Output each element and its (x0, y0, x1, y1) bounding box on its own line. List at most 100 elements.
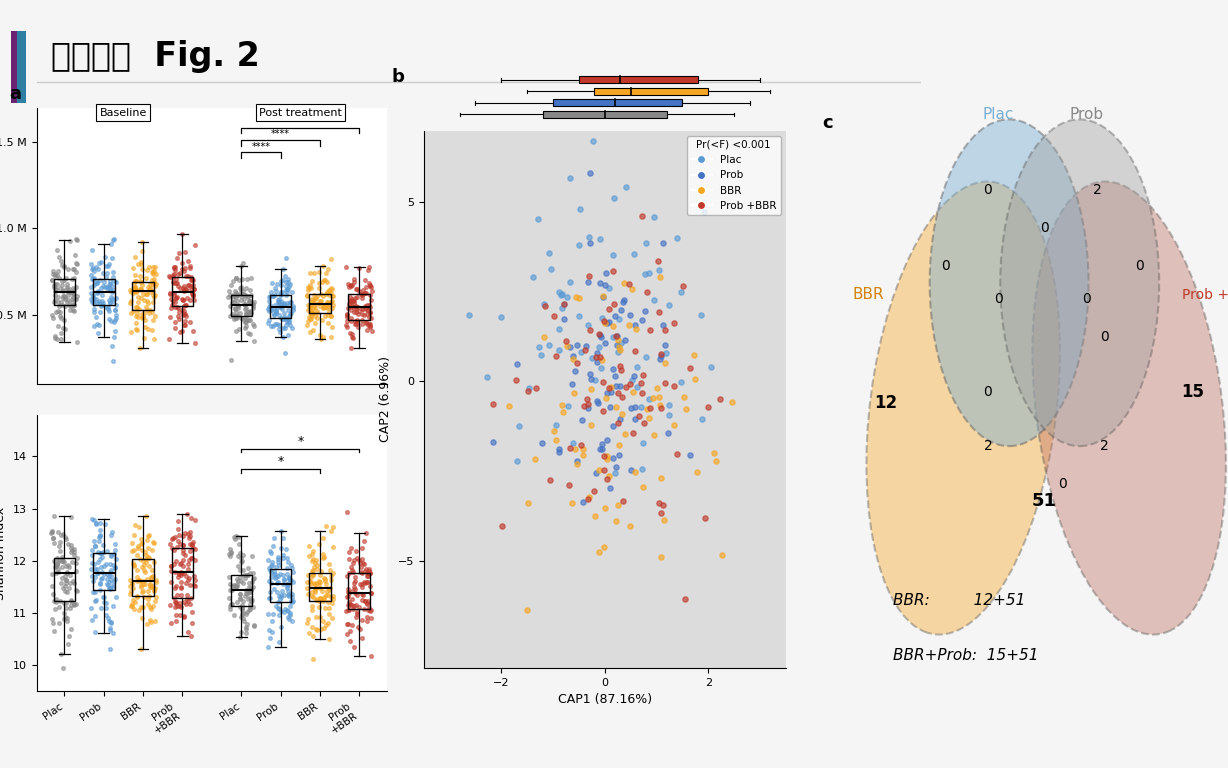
Point (589, 546, 609, 558)
Point (45, 278, 65, 290)
Point (313, 290, 333, 303)
Point (145, 276, 165, 289)
Point (619, 319, 639, 331)
Point (68, 551, 87, 564)
Point (303, 569, 323, 581)
Point (623, 283, 642, 295)
Point (303, 568, 323, 580)
Point (181, 260, 200, 272)
Point (274, 588, 293, 601)
Point (142, 306, 162, 318)
Point (230, 538, 249, 551)
Point (174, 304, 194, 316)
Point (165, 591, 184, 604)
Point (273, 551, 292, 564)
Point (356, 302, 376, 314)
Point (260, 586, 280, 598)
Point (126, 284, 146, 296)
Point (169, 600, 189, 612)
Point (84, 291, 103, 303)
Point (576, 344, 596, 356)
Point (81, 293, 101, 305)
Point (338, 303, 357, 315)
Point (307, 563, 327, 575)
Point (300, 311, 319, 323)
Point (360, 568, 379, 580)
Point (317, 303, 336, 315)
Point (93, 591, 113, 603)
Point (131, 601, 151, 614)
Point (53, 259, 72, 271)
Point (302, 548, 322, 560)
Point (582, 353, 602, 365)
Point (269, 551, 289, 563)
Point (269, 596, 289, 608)
Point (101, 617, 120, 629)
Point (298, 540, 318, 552)
Point (48, 551, 68, 564)
Point (282, 615, 302, 627)
Point (128, 548, 147, 561)
Point (171, 282, 190, 294)
Point (135, 320, 155, 333)
Point (274, 300, 293, 312)
Point (104, 304, 124, 316)
Point (345, 315, 365, 327)
Point (223, 313, 243, 325)
Point (318, 296, 338, 308)
Point (144, 580, 163, 592)
Point (131, 612, 151, 624)
Point (656, 347, 675, 359)
Point (222, 289, 242, 301)
Point (680, 449, 700, 462)
Point (66, 266, 86, 278)
Point (302, 293, 322, 305)
Point (625, 401, 645, 413)
Point (274, 606, 293, 618)
Point (47, 596, 66, 608)
Point (177, 577, 196, 589)
Point (576, 339, 596, 352)
Point (126, 275, 146, 287)
Point (65, 249, 85, 261)
Point (86, 517, 106, 529)
Point (361, 293, 381, 306)
Point (176, 262, 195, 274)
Point (124, 276, 144, 289)
Point (160, 288, 179, 300)
Point (181, 530, 200, 542)
Point (269, 570, 289, 582)
Point (346, 306, 366, 319)
Point (182, 283, 201, 295)
Point (140, 286, 160, 299)
Point (535, 300, 555, 312)
Point (532, 437, 551, 449)
Point (139, 323, 158, 335)
Point (172, 257, 192, 269)
Point (338, 505, 357, 518)
Point (136, 287, 156, 300)
Point (260, 564, 280, 576)
Point (141, 616, 161, 628)
Point (124, 529, 144, 541)
Point (144, 260, 163, 273)
Point (581, 373, 600, 386)
Point (167, 597, 187, 609)
Point (88, 556, 108, 568)
Point (165, 290, 184, 302)
Point (232, 554, 252, 567)
Point (344, 295, 363, 307)
Point (341, 342, 361, 354)
Point (44, 267, 64, 280)
Point (238, 569, 258, 581)
Point (44, 510, 64, 522)
Point (181, 598, 200, 610)
Point (173, 319, 193, 331)
Point (226, 306, 246, 318)
Point (336, 310, 356, 323)
Point (278, 580, 297, 592)
Point (97, 578, 117, 591)
Point (659, 299, 679, 311)
Point (120, 588, 140, 601)
Point (338, 591, 357, 603)
